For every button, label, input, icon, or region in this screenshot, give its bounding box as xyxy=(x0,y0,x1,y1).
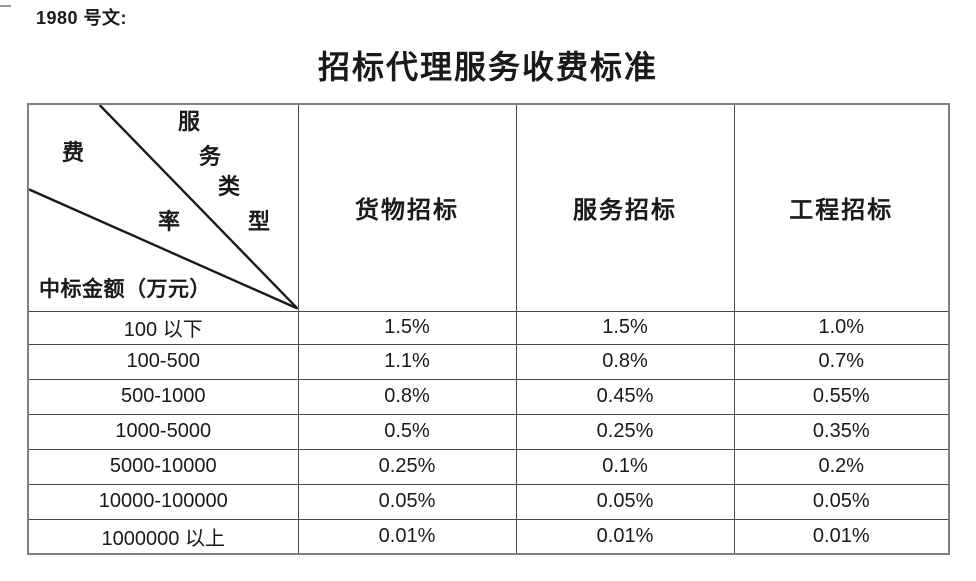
rate-cell: 0.05% xyxy=(297,483,517,520)
rate-cell: 0.7% xyxy=(733,343,950,380)
scan-artifact-mark xyxy=(0,5,11,7)
table-row: 100-500 1.1% 0.8% 0.7% xyxy=(27,343,950,380)
row-range-label: 10000-100000 xyxy=(27,483,299,520)
corner-label-fee-char2: 率 xyxy=(158,209,181,234)
fee-standard-table: 费 率 服 务 类 型 中标金额（万元） 货物招标 服务招标 工程招标 100 … xyxy=(27,103,950,555)
rate-cell: 1.1% xyxy=(297,343,517,380)
page-title: 招标代理服务收费标准 xyxy=(317,49,658,85)
row-range-label: 5000-10000 xyxy=(27,448,299,485)
rate-cell: 0.01% xyxy=(733,518,950,555)
rate-cell: 0.2% xyxy=(733,448,950,485)
rate-cell: 0.55% xyxy=(733,378,950,415)
table-row: 1000000 以上 0.01% 0.01% 0.01% xyxy=(27,518,950,555)
column-header-service: 服务招标 xyxy=(515,103,735,312)
corner-label-service-char1: 服 xyxy=(178,109,201,134)
table-row: 5000-10000 0.25% 0.1% 0.2% xyxy=(27,448,950,485)
rate-cell: 0.35% xyxy=(733,413,950,450)
rate-cell: 0.25% xyxy=(297,448,517,485)
row-range-label: 1000-5000 xyxy=(27,413,299,450)
doc-number-label: 1980 号文: xyxy=(36,8,128,28)
row-range-label: 100-500 xyxy=(27,343,299,380)
rate-cell: 0.05% xyxy=(733,483,950,520)
corner-label-service-char2: 务 xyxy=(199,144,222,169)
rate-cell: 0.25% xyxy=(515,413,735,450)
rate-cell: 0.8% xyxy=(515,343,735,380)
table-row: 500-1000 0.8% 0.45% 0.55% xyxy=(27,378,950,415)
rate-cell: 1.5% xyxy=(515,310,735,345)
row-range-label: 1000000 以上 xyxy=(27,518,299,555)
table-row: 10000-100000 0.05% 0.05% 0.05% xyxy=(27,483,950,520)
corner-label-amount: 中标金额（万元） xyxy=(39,277,211,301)
diagonal-corner-inner: 费 率 服 务 类 型 中标金额（万元） xyxy=(29,105,297,310)
rate-cell: 0.1% xyxy=(515,448,735,485)
table-row: 100 以下 1.5% 1.5% 1.0% xyxy=(27,310,950,345)
row-range-label: 100 以下 xyxy=(27,310,299,345)
rate-cell: 0.05% xyxy=(515,483,735,520)
rate-cell: 0.01% xyxy=(297,518,517,555)
table-row: 1000-5000 0.5% 0.25% 0.35% xyxy=(27,413,950,450)
corner-label-service-char3: 类 xyxy=(218,174,241,199)
table-header-row: 费 率 服 务 类 型 中标金额（万元） 货物招标 服务招标 工程招标 xyxy=(27,103,950,312)
corner-label-fee-char1: 费 xyxy=(62,140,85,165)
rate-cell: 0.45% xyxy=(515,378,735,415)
rate-cell: 0.01% xyxy=(515,518,735,555)
rate-cell: 1.5% xyxy=(297,310,517,345)
corner-label-service-char4: 型 xyxy=(248,209,271,234)
diagonal-lines-graphic xyxy=(29,105,297,310)
rate-cell: 0.5% xyxy=(297,413,517,450)
rate-cell: 0.8% xyxy=(297,378,517,415)
row-range-label: 500-1000 xyxy=(27,378,299,415)
column-header-goods: 货物招标 xyxy=(297,103,517,312)
diagonal-corner-cell: 费 率 服 务 类 型 中标金额（万元） xyxy=(27,103,299,312)
column-header-project: 工程招标 xyxy=(733,103,950,312)
rate-cell: 1.0% xyxy=(733,310,950,345)
